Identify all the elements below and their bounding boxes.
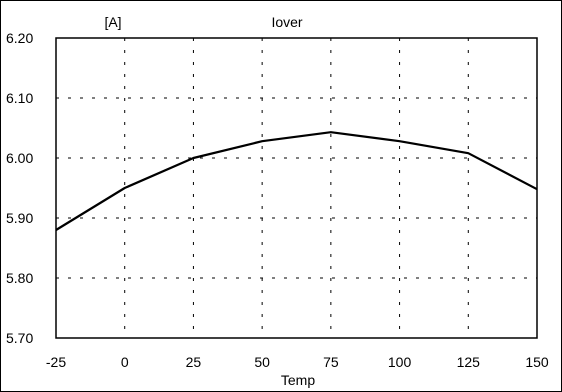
x-tick-label: 50 [254,354,270,370]
x-tick-label: 100 [388,354,412,370]
x-tick-label: 150 [525,354,549,370]
y-tick-label: 5.90 [6,210,33,226]
x-axis-label: Temp [281,372,315,388]
x-tick-labels: -25 0 25 50 75 100 125 150 [46,354,549,370]
x-tick-label: 125 [457,354,481,370]
y-tick-label: 5.70 [6,330,33,346]
y-tick-label: 6.20 [6,30,33,46]
y-axis-label: [A] [104,14,121,30]
y-tick-labels: 6.20 6.10 6.00 5.90 5.80 5.70 [6,30,33,346]
x-tick-label: 0 [121,354,129,370]
y-tick-label: 6.10 [6,90,33,106]
x-tick-label: 75 [323,354,339,370]
chart-title: Iover [271,14,302,30]
series-line [55,131,538,231]
grid-lines [56,38,537,338]
series-lines [55,131,538,231]
x-tick-label: -25 [46,354,66,370]
y-tick-label: 5.80 [6,270,33,286]
y-tick-label: 6.00 [6,150,33,166]
x-tick-label: 25 [186,354,202,370]
